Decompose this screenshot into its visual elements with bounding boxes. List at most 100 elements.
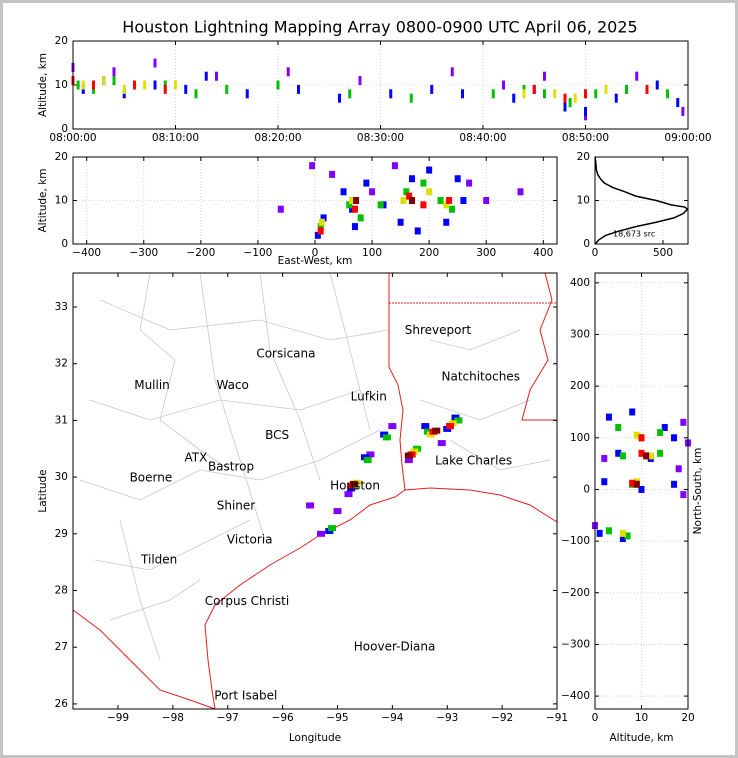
lightning-source bbox=[349, 480, 358, 487]
x-tick-label: 08:10:00 bbox=[152, 132, 199, 144]
lightning-source bbox=[605, 413, 612, 421]
lightning-source bbox=[353, 197, 360, 204]
lightning-source bbox=[276, 80, 280, 90]
lightning-source bbox=[81, 80, 85, 90]
lightning-source bbox=[426, 188, 433, 196]
lightning-source bbox=[369, 188, 376, 196]
lightning-source bbox=[333, 508, 342, 515]
lightning-source bbox=[432, 427, 441, 434]
lightning-source bbox=[286, 67, 290, 77]
y-tick-label: 27 bbox=[55, 641, 68, 653]
lightning-source bbox=[314, 231, 321, 239]
lightning-source bbox=[377, 201, 384, 209]
x-tick-label: −200 bbox=[186, 247, 215, 259]
lightning-source bbox=[318, 218, 325, 226]
lightning-source bbox=[174, 80, 177, 90]
lightning-source bbox=[215, 71, 218, 81]
x-tick-label: −97 bbox=[217, 712, 239, 724]
x-axis-label: Longitude bbox=[289, 732, 341, 744]
lightning-source bbox=[348, 89, 352, 99]
y-tick-label: −400 bbox=[561, 690, 590, 702]
y-tick-label: 26 bbox=[55, 698, 69, 710]
city-label: Port Isabel bbox=[214, 688, 277, 702]
lightning-source bbox=[317, 223, 324, 231]
lightning-source bbox=[596, 529, 603, 537]
city-label: Lufkin bbox=[351, 390, 387, 404]
lightning-source bbox=[629, 408, 636, 416]
lightning-source bbox=[671, 480, 678, 488]
lightning-source bbox=[638, 449, 645, 457]
lightning-source bbox=[573, 93, 577, 103]
city-label: Boerne bbox=[130, 471, 173, 485]
city-label: Bastrop bbox=[208, 459, 254, 473]
lightning-source bbox=[512, 93, 516, 103]
lightning-source bbox=[133, 80, 136, 90]
lightning-source bbox=[445, 423, 454, 430]
lightning-source bbox=[666, 89, 669, 99]
lightning-source bbox=[446, 197, 453, 204]
lightning-source bbox=[676, 98, 680, 108]
y-tick-label: 31 bbox=[55, 414, 68, 426]
lightning-source bbox=[340, 188, 347, 196]
city-label: Shreveport bbox=[405, 323, 472, 337]
x-tick-label: 08:00:00 bbox=[49, 132, 96, 144]
lightning-source bbox=[675, 465, 682, 473]
lightning-source bbox=[681, 106, 685, 116]
lightning-source bbox=[584, 106, 587, 116]
city-label: Corpus Christi bbox=[205, 594, 290, 608]
city-label: Hoover-Diana bbox=[354, 640, 436, 654]
lightning-source bbox=[329, 170, 336, 178]
lightning-source bbox=[543, 71, 546, 81]
lightning-source bbox=[594, 89, 598, 99]
lightning-source bbox=[309, 162, 316, 170]
border bbox=[72, 609, 216, 710]
y-tick-label: 30 bbox=[55, 471, 68, 483]
lightning-source bbox=[638, 485, 645, 493]
lightning-source bbox=[163, 84, 167, 94]
lightning-source bbox=[443, 201, 450, 209]
panel: −99 −98 −97 −96 −95 −94 −93 −92 −91 26 27 28 29 30 31 3… bbox=[37, 272, 568, 744]
city-label: Mullin bbox=[134, 378, 170, 392]
x-tick-label: −400 bbox=[72, 247, 101, 259]
state-border bbox=[388, 273, 406, 491]
lightning-source bbox=[629, 479, 636, 487]
lightning-source bbox=[153, 80, 157, 90]
lightning-source bbox=[363, 179, 370, 187]
y-tick-label: 32 bbox=[55, 358, 68, 370]
lightning-source bbox=[112, 67, 116, 77]
lightning-source bbox=[657, 429, 664, 437]
y-tick-label: 0 bbox=[61, 123, 68, 135]
lightning-source bbox=[194, 89, 198, 99]
x-tick-label: 08:50:00 bbox=[562, 132, 609, 144]
lightning-source bbox=[404, 457, 413, 464]
city-label: Lake Charles bbox=[435, 454, 512, 468]
lightning-source bbox=[245, 89, 249, 99]
lightning-source bbox=[389, 89, 393, 99]
lightning-source bbox=[619, 529, 626, 537]
y-tick-label: 20 bbox=[577, 151, 590, 163]
lightning-source bbox=[448, 205, 455, 213]
lightning-source bbox=[601, 454, 608, 462]
lightning-source bbox=[615, 423, 622, 431]
chart-title: Houston Lightning Mapping Array 0800-090… bbox=[122, 18, 637, 37]
lightning-source bbox=[553, 89, 557, 99]
lightning-source bbox=[277, 205, 284, 213]
lightning-source bbox=[400, 197, 407, 204]
lightning-source bbox=[102, 76, 106, 86]
city-label: Tilden bbox=[140, 552, 177, 566]
y-tick-label: 0 bbox=[583, 483, 590, 495]
x-tick-label: 400 bbox=[533, 247, 553, 259]
lightning-source bbox=[619, 452, 626, 460]
x-tick-label: 08:30:00 bbox=[357, 132, 404, 144]
panel: Houston Lightning Mapping Array 0800-090… bbox=[37, 18, 712, 145]
lightning-source bbox=[491, 89, 495, 99]
city-label: BCS bbox=[265, 428, 289, 442]
lightning-source bbox=[320, 214, 327, 222]
panel: 0 500 0 10 20 18,673 src bbox=[577, 151, 689, 259]
plot-frame bbox=[72, 272, 558, 710]
lightning-source bbox=[502, 80, 505, 90]
lightning-source bbox=[357, 214, 364, 222]
lightning-source bbox=[351, 205, 358, 213]
lightning-source bbox=[647, 452, 654, 460]
lightning-source bbox=[346, 201, 353, 209]
